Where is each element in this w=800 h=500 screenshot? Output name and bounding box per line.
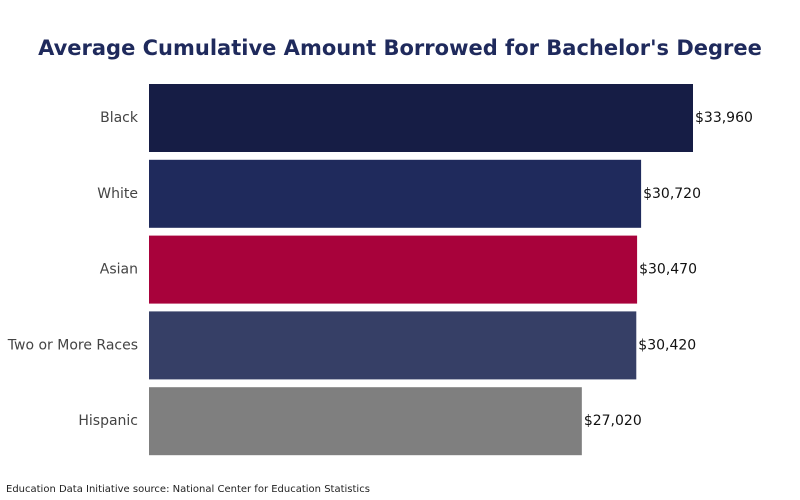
chart-title: Average Cumulative Amount Borrowed for B…	[38, 36, 762, 60]
bar	[149, 235, 638, 304]
value-label: $30,470	[639, 262, 697, 278]
value-label: $27,020	[584, 413, 642, 429]
bar	[149, 84, 693, 152]
bar	[149, 159, 642, 228]
source-note: Education Data Initiative source: Nation…	[6, 484, 370, 495]
category-label: Asian	[100, 262, 138, 278]
category-label: Hispanic	[78, 413, 138, 429]
value-label: $30,720	[643, 186, 701, 202]
category-label: Two or More Races	[7, 337, 138, 353]
bar	[149, 311, 637, 380]
value-label: $33,960	[695, 110, 753, 126]
bar	[149, 387, 582, 456]
category-label: White	[97, 186, 138, 202]
category-label: Black	[100, 110, 139, 126]
value-label: $30,420	[638, 337, 696, 353]
